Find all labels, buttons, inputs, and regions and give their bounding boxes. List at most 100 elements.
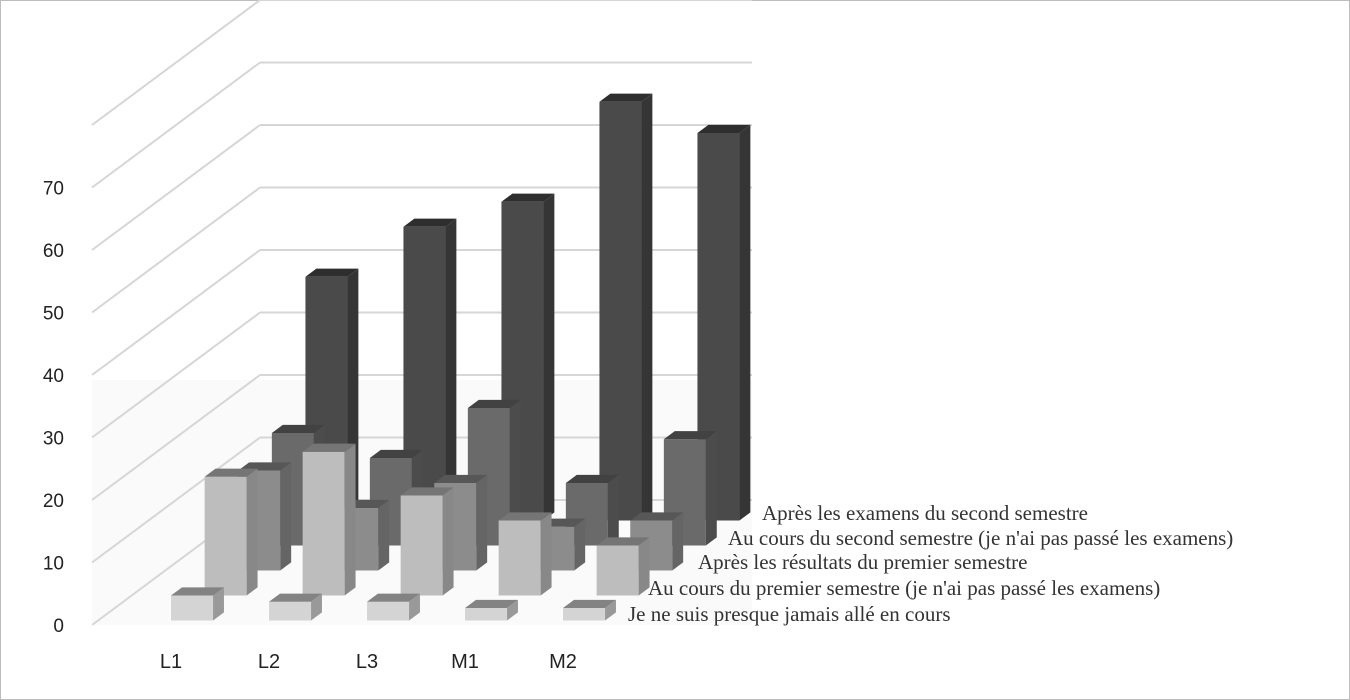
bar-front xyxy=(400,495,443,596)
bar-side xyxy=(476,474,488,571)
bar-front xyxy=(171,595,214,621)
y-axis-ticks: 0 10 20 30 40 50 60 70 xyxy=(43,179,64,638)
bar-side xyxy=(378,499,390,571)
bar-front xyxy=(204,476,247,596)
bar-top xyxy=(403,218,457,227)
series-depth-labels: Je ne suis presque jamais allé en coursA… xyxy=(628,501,1233,626)
bar xyxy=(596,537,650,596)
bar-side xyxy=(442,487,454,596)
bar xyxy=(599,93,653,521)
bar-front xyxy=(269,601,312,621)
bar-front xyxy=(367,601,410,621)
y-tick-label: 70 xyxy=(43,179,64,200)
bar-side xyxy=(311,593,322,621)
bar-top xyxy=(599,93,653,102)
bar-top xyxy=(271,424,325,433)
x-category-label: M1 xyxy=(451,651,479,673)
bar xyxy=(269,593,322,621)
bar-top xyxy=(269,593,322,602)
gridline-wall xyxy=(91,124,261,251)
x-axis-labels: L1 L2 L3 M1 M2 xyxy=(160,651,577,673)
bar-side xyxy=(705,431,717,546)
y-tick-label: 20 xyxy=(43,491,64,512)
bar-top xyxy=(565,474,619,483)
bar-top xyxy=(596,537,650,546)
bar-top xyxy=(630,512,684,521)
bar xyxy=(367,593,420,621)
gridline-wall xyxy=(91,61,261,189)
bar-front xyxy=(599,101,642,521)
bar-top xyxy=(204,468,258,477)
bar-side xyxy=(246,468,258,596)
bar-top xyxy=(367,593,420,602)
bar-top xyxy=(434,474,488,483)
bar-side xyxy=(638,537,650,596)
gridline-wall xyxy=(91,186,261,314)
bar-side xyxy=(344,443,356,596)
x-category-label: L1 xyxy=(160,651,182,673)
bar xyxy=(204,468,258,596)
gridline-wall xyxy=(91,436,261,564)
bar-side xyxy=(409,593,420,621)
bar-top xyxy=(305,268,359,277)
bar xyxy=(302,443,356,596)
y-tick-label: 50 xyxy=(43,304,64,325)
y-tick-label: 10 xyxy=(43,554,64,575)
bar xyxy=(238,462,292,571)
bar-side xyxy=(672,512,684,571)
bar-front xyxy=(498,520,541,596)
x-category-label: L3 xyxy=(356,651,378,673)
bar-front xyxy=(465,608,508,621)
series-label: Au cours du premier semestre (je n'ai pa… xyxy=(648,576,1160,600)
bar-top xyxy=(663,431,717,440)
bar-side xyxy=(739,124,751,521)
bar-side xyxy=(280,462,292,571)
bar-top xyxy=(171,587,224,596)
y-tick-label: 0 xyxy=(53,616,64,637)
bar xyxy=(563,599,616,621)
x-category-label: L2 xyxy=(258,651,280,673)
bar-top xyxy=(498,512,552,521)
gridline-wall xyxy=(91,249,261,376)
y-tick-label: 40 xyxy=(43,366,64,387)
bar-front xyxy=(563,608,606,621)
gridline-wall xyxy=(91,374,261,501)
bar-top xyxy=(467,399,521,408)
bar xyxy=(465,599,518,621)
bar-front xyxy=(302,451,345,596)
bar-side xyxy=(213,587,224,621)
bar-side xyxy=(543,193,555,521)
bar-side xyxy=(641,93,653,521)
bar-front xyxy=(596,545,639,596)
bar-top xyxy=(302,443,356,452)
bar-side xyxy=(605,599,616,621)
y-tick-label: 60 xyxy=(43,241,64,262)
bar-top xyxy=(563,599,616,608)
series-label: Au cours du second semestre (je n'ai pas… xyxy=(728,526,1233,550)
bar-top xyxy=(501,193,555,202)
bar xyxy=(171,587,224,621)
gridline-wall xyxy=(91,0,261,126)
gridline-wall xyxy=(91,311,261,439)
bar-top xyxy=(238,462,292,471)
y-tick-label: 30 xyxy=(43,429,64,450)
bar xyxy=(400,487,454,596)
bar-side xyxy=(445,218,457,521)
bar-side xyxy=(540,512,552,596)
bar-top xyxy=(400,487,454,496)
bar xyxy=(498,512,552,596)
bar-side xyxy=(509,399,521,546)
bar-top xyxy=(697,124,751,133)
bars xyxy=(171,93,751,621)
series-label: Après les examens du second semestre xyxy=(762,501,1088,525)
bar-side xyxy=(507,599,518,621)
bar-side xyxy=(574,518,586,571)
bar-top xyxy=(465,599,518,608)
series-label: Après les résultats du premier semestre xyxy=(698,550,1027,574)
series-label: Je ne suis presque jamais allé en cours xyxy=(628,602,951,626)
bar-side xyxy=(607,474,619,546)
x-category-label: M2 xyxy=(549,651,577,673)
bar-top xyxy=(369,449,423,458)
